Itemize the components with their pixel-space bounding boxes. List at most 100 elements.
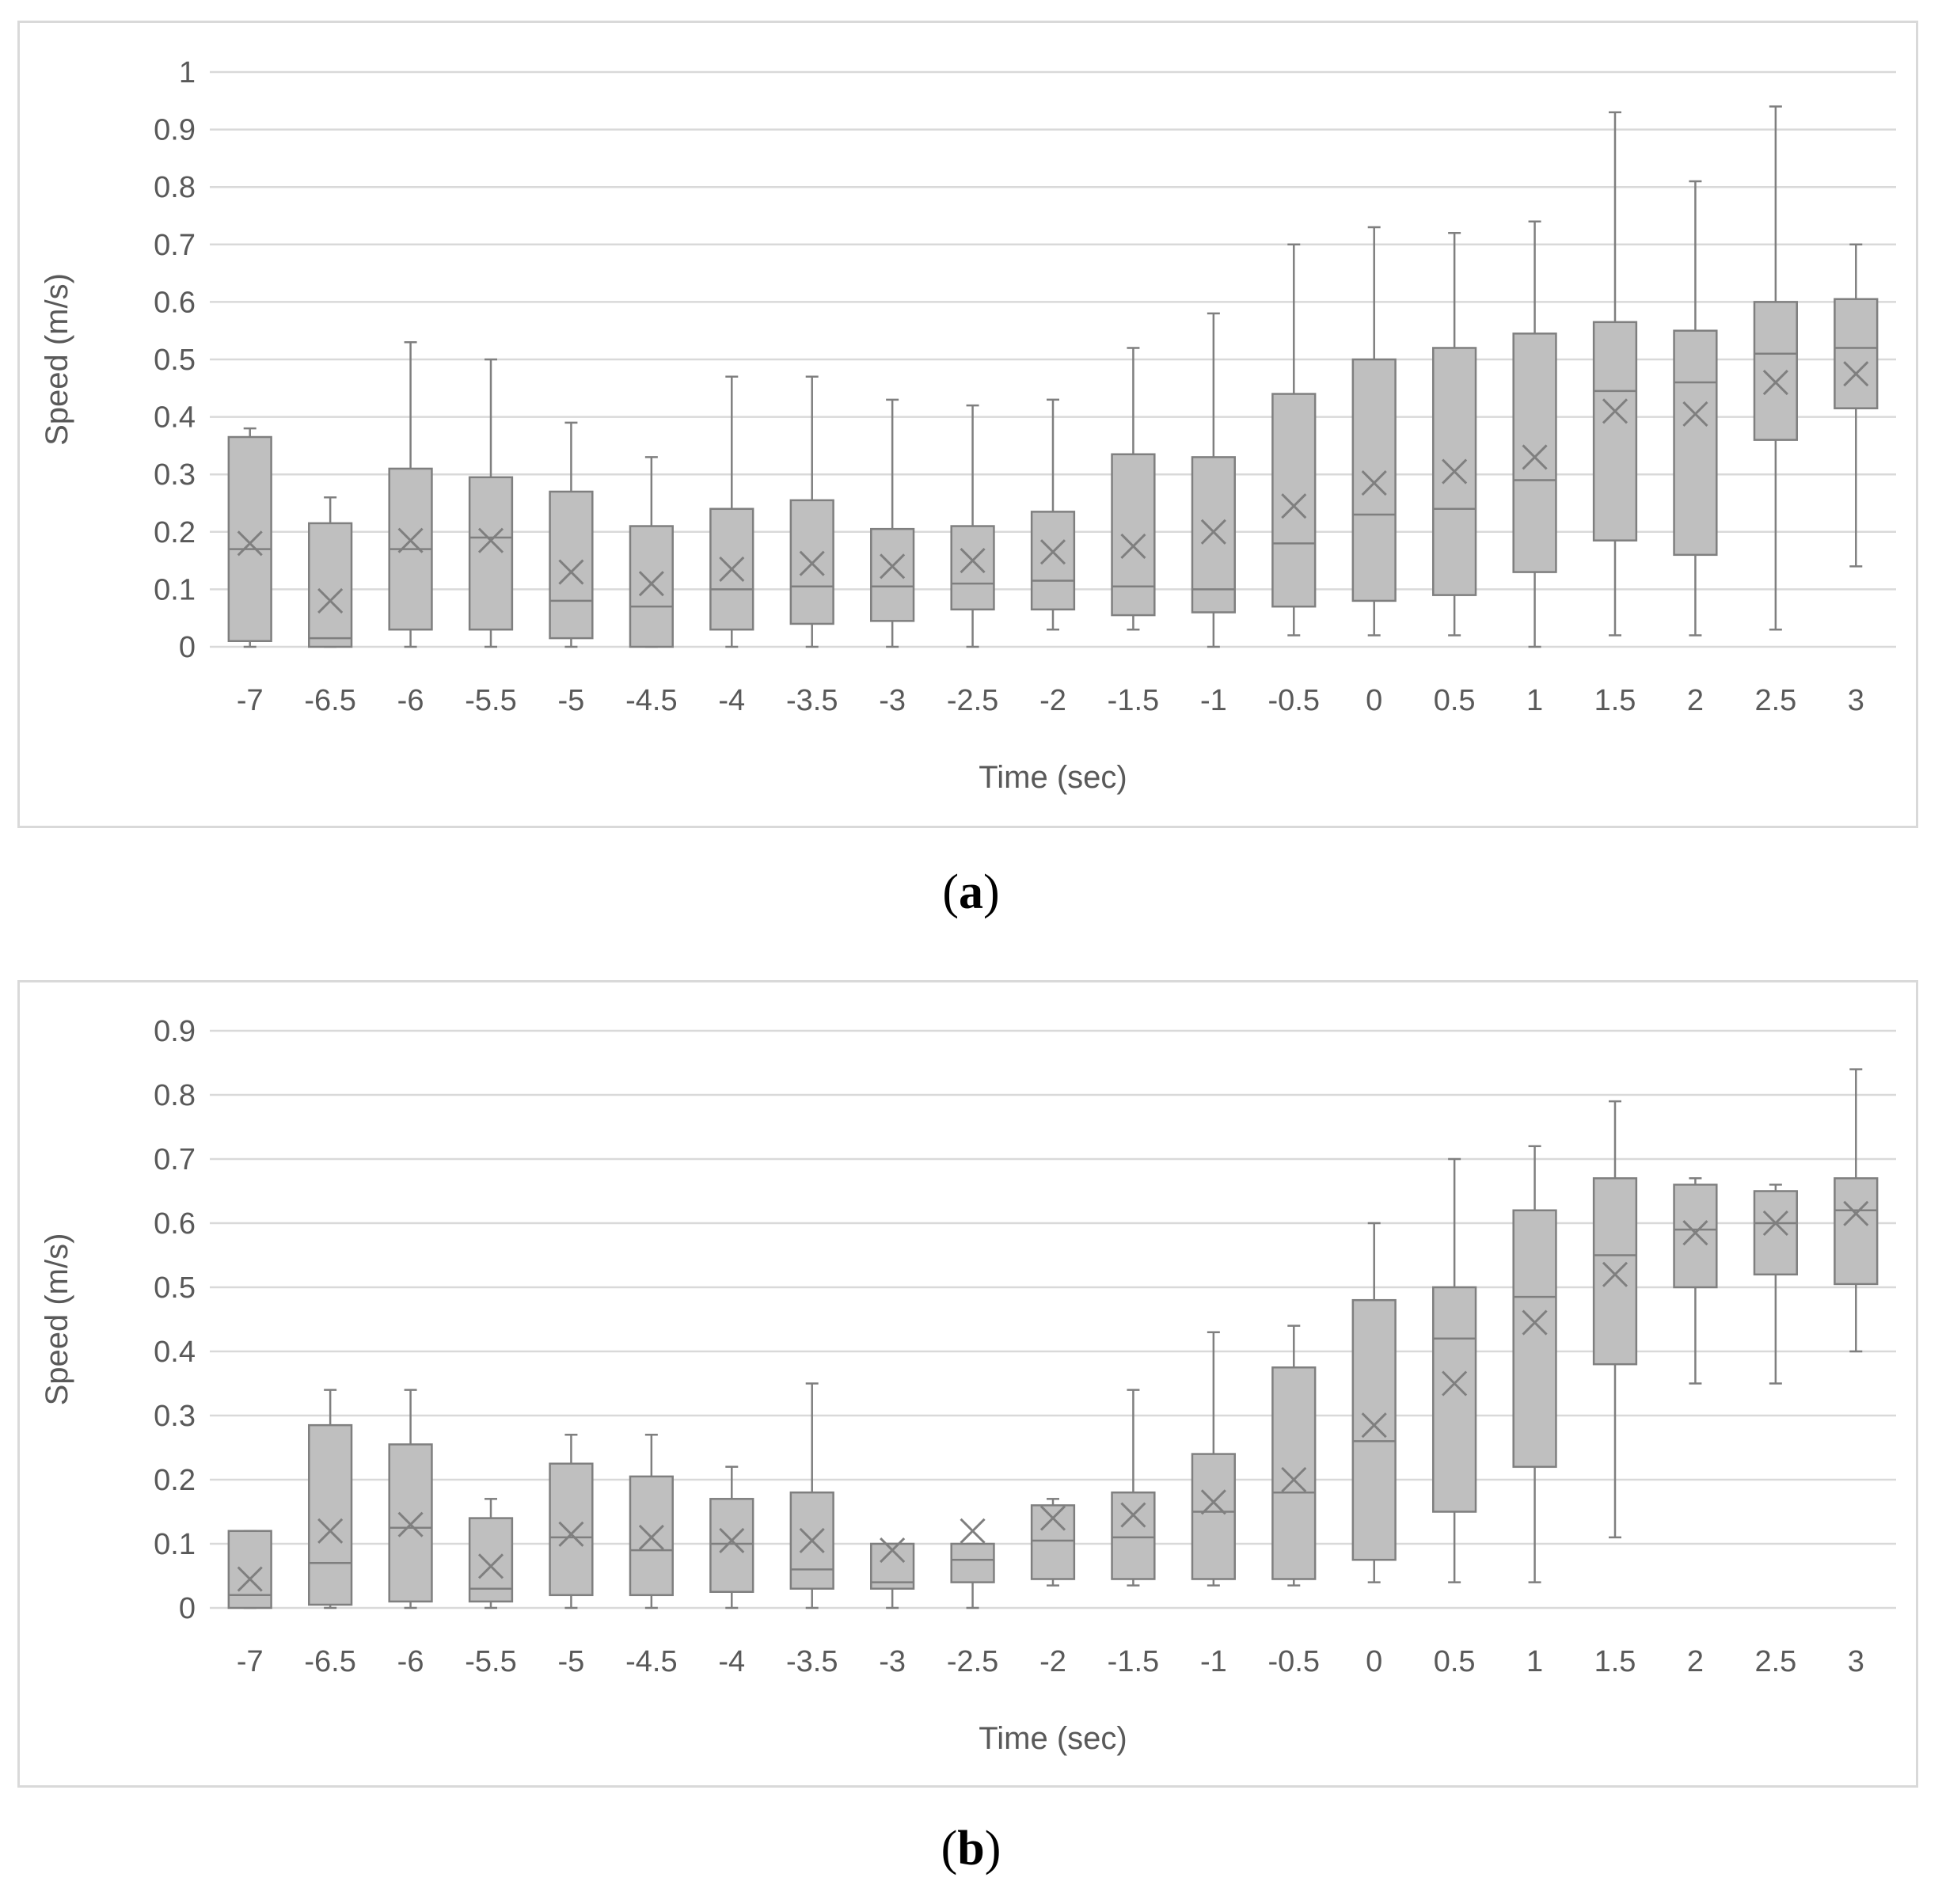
box--2.5 (950, 1518, 995, 1609)
box--3.5 (789, 1382, 834, 1609)
y-tick-label: 0.4 (154, 1336, 196, 1369)
x-tick-label: 2.5 (1754, 1645, 1796, 1678)
iqr-box (1030, 1504, 1076, 1580)
mean-marker (1442, 458, 1468, 485)
mean-marker (317, 1518, 344, 1544)
box-3 (1834, 243, 1879, 568)
iqr-box (629, 525, 674, 648)
caption-b: (b) (941, 1822, 1001, 1875)
iqr-box (870, 527, 915, 622)
x-tick-label: -5 (558, 684, 585, 717)
box-2.5 (1753, 105, 1798, 631)
iqr-box (1834, 1177, 1879, 1286)
box-0.5 (1432, 1157, 1477, 1583)
iqr-box (1191, 456, 1236, 614)
mean-marker (1762, 1210, 1788, 1237)
x-tick-label: -6 (397, 684, 424, 717)
iqr-box (308, 522, 353, 648)
iqr-box (1351, 358, 1397, 602)
y-tick-label: 0.8 (154, 171, 196, 204)
iqr-box (1030, 511, 1076, 611)
x-tick-label: -7 (237, 684, 264, 717)
mean-marker (1361, 1412, 1387, 1438)
x-tick-label: -4.5 (625, 684, 677, 717)
iqr-box (227, 1530, 272, 1609)
iqr-box (1111, 1491, 1156, 1580)
mean-marker (1281, 493, 1307, 519)
x-tick-label: -4.5 (625, 1645, 677, 1678)
mean-marker (799, 1527, 825, 1554)
box-0 (1351, 1222, 1397, 1583)
mean-marker (1843, 361, 1869, 387)
x-tick-label: 3 (1848, 684, 1864, 717)
x-tick-label: 0 (1366, 684, 1382, 717)
box--7 (227, 1530, 272, 1609)
iqr-box (1432, 1286, 1477, 1513)
mean-marker (237, 1566, 263, 1592)
mean-marker (1522, 444, 1548, 470)
box--3 (870, 398, 915, 648)
mean-marker (397, 1511, 424, 1537)
box--6 (388, 1389, 433, 1609)
mean-marker (719, 556, 745, 583)
iqr-box (1191, 1453, 1236, 1580)
box-1 (1512, 1145, 1557, 1583)
y-tick-label: 1 (179, 56, 196, 89)
x-tick-label: -0.5 (1268, 1645, 1320, 1678)
iqr-box (950, 525, 995, 611)
mean-marker (1602, 1261, 1628, 1287)
box-2 (1673, 180, 1718, 637)
iqr-box (1834, 298, 1879, 409)
y-tick-label: 0.9 (154, 1015, 196, 1048)
y-tick-label: 0.2 (154, 516, 196, 549)
mean-marker (960, 1518, 986, 1544)
x-tick-label: -2.5 (947, 1645, 998, 1678)
iqr-box (950, 1542, 995, 1583)
mean-marker (477, 1553, 504, 1579)
iqr-box (308, 1423, 353, 1606)
iqr-box (709, 1498, 754, 1593)
x-tick-label: -5.5 (465, 684, 516, 717)
x-tick-label: 0 (1366, 1645, 1382, 1678)
x-tick-label: 1 (1526, 1645, 1543, 1678)
iqr-box (1592, 1177, 1638, 1366)
x-tick-label: -6.5 (304, 1645, 355, 1678)
x-tick-label: -7 (237, 1645, 264, 1678)
x-tick-label: -1 (1200, 684, 1227, 717)
iqr-box (1753, 301, 1798, 441)
box--1.5 (1111, 1389, 1156, 1587)
y-tick-label: 0.3 (154, 1400, 196, 1433)
mean-marker (477, 527, 504, 553)
x-tick-label: 0.5 (1434, 1645, 1476, 1678)
mean-marker (1682, 1220, 1708, 1246)
box--5.5 (468, 358, 514, 648)
box--0.5 (1271, 243, 1317, 637)
iqr-box (1512, 1209, 1557, 1469)
mean-marker (960, 548, 986, 574)
chart-b-frame: 0 0.1 0.2 0.3 0.4 0.5 0.6 0.7 0.8 0.9 -7 -6.5 -6 -5.5… (17, 980, 1918, 1788)
iqr-box (1592, 321, 1638, 542)
y-tick-label: 0.5 (154, 1271, 196, 1305)
box--2.5 (950, 404, 995, 648)
mean-marker (1120, 533, 1146, 560)
y-tick-label: 0.7 (154, 229, 196, 262)
x-tick-label: -3 (879, 1645, 906, 1678)
mean-marker (638, 571, 664, 597)
y-tick-label: 0.5 (154, 344, 196, 377)
iqr-box (1673, 1184, 1718, 1289)
box-1.5 (1592, 1100, 1638, 1539)
mean-marker (1200, 519, 1226, 545)
mean-marker (880, 1537, 906, 1564)
x-tick-label: -6 (397, 1645, 424, 1678)
iqr-box (468, 1517, 514, 1603)
mean-marker (1682, 401, 1708, 428)
y-tick-label: 0.1 (154, 1528, 196, 1561)
box-2 (1673, 1177, 1718, 1385)
x-tick-label: -3.5 (786, 684, 838, 717)
mean-marker (638, 1524, 664, 1550)
box-0.5 (1432, 232, 1477, 637)
mean-marker (317, 587, 344, 614)
mean-marker (1361, 470, 1387, 496)
x-tick-label: 2 (1687, 684, 1704, 717)
box-2.5 (1753, 1184, 1798, 1385)
